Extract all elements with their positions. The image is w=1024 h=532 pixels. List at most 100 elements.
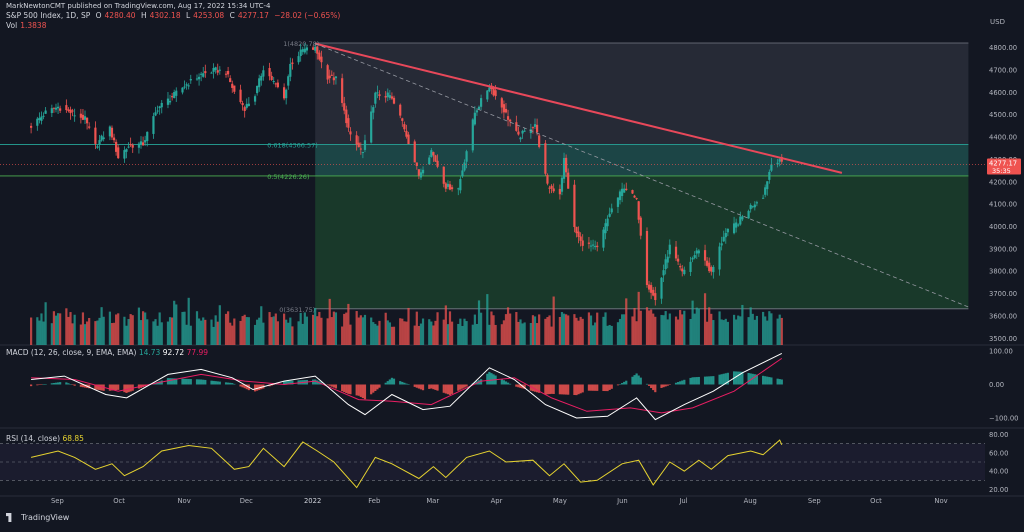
macd-histogram-bar [504, 381, 508, 385]
candle-body [181, 87, 184, 93]
candle-body [741, 216, 744, 220]
volume-bar [778, 314, 781, 345]
candle-body [419, 172, 423, 178]
volume-bar [712, 320, 715, 345]
volume-bar [519, 319, 522, 345]
candle-body [477, 106, 481, 110]
volume-bar [258, 317, 261, 345]
macd-legend[interactable]: MACD (12, 26, close, 9, EMA, EMA) 14.73 … [6, 348, 208, 357]
candle-body [96, 146, 99, 148]
macd-histogram-bar [538, 384, 541, 393]
macd-histogram-bar [660, 384, 663, 388]
candle-body [560, 177, 564, 192]
candle-body [276, 82, 279, 88]
volume-bar [780, 317, 783, 345]
candle-body [334, 76, 338, 79]
candle-body [102, 137, 105, 140]
volume-bar [459, 318, 462, 345]
volume-bar [575, 317, 578, 345]
candle-body [548, 187, 551, 189]
macd-histogram-bar [421, 384, 425, 391]
tradingview-logo[interactable]: TradingView [6, 513, 69, 522]
volume-bar [616, 322, 620, 345]
macd-histogram-bar [384, 382, 387, 385]
volume-bar [444, 305, 447, 345]
macd-histogram-bar [778, 379, 781, 385]
candle-body [139, 141, 143, 145]
macd-histogram-bar [703, 376, 707, 385]
candle-body [753, 204, 756, 208]
candle-body [305, 47, 309, 51]
price-axis-currency: USD [990, 18, 1005, 26]
ohlc-open: 4280.40 [104, 11, 136, 20]
volume-bar [125, 325, 128, 345]
candle-body [94, 127, 97, 144]
candle-body [112, 137, 116, 141]
candle-body [125, 149, 128, 152]
volume-bar [490, 311, 493, 345]
macd-histogram-bar [216, 381, 219, 385]
macd-histogram-bar [448, 384, 452, 395]
volume-bar [320, 317, 323, 345]
candle-body [158, 106, 161, 109]
macd-histogram-bar [168, 378, 172, 385]
macd-histogram-bar [227, 382, 230, 385]
candle-body [625, 188, 628, 191]
volume-bar [345, 312, 348, 345]
volume-bar [494, 324, 497, 345]
candle-body [79, 113, 82, 118]
candle-body [376, 92, 379, 94]
candle-body [59, 108, 62, 111]
candle-body [42, 115, 45, 117]
rsi-legend[interactable]: RSI (14, close) 68.85 [6, 434, 84, 443]
macd-axis-tick: −100.00 [989, 414, 1018, 422]
candle-body [604, 223, 607, 234]
candle-body [589, 245, 593, 247]
volume-bar [187, 297, 190, 345]
volume-bar [662, 315, 665, 345]
candle-body [567, 172, 570, 189]
macd-histogram-bar [123, 384, 126, 393]
volume-bar [52, 311, 56, 345]
macd-histogram-bar [755, 374, 758, 385]
symbol-title[interactable]: S&P 500 Index, 1D, SP [6, 11, 91, 20]
macd-histogram-bar [372, 384, 375, 393]
volume-bar [693, 313, 696, 345]
candle-body [720, 243, 723, 246]
candle-body [519, 137, 522, 140]
volume-bar [683, 310, 686, 345]
volume-bar [457, 323, 460, 345]
volume-bar [139, 320, 143, 345]
macd-histogram-bar [355, 384, 358, 396]
candle-body [141, 142, 145, 146]
candle-body [652, 289, 655, 296]
last-price-tag [987, 158, 1021, 175]
volume-bar [432, 325, 435, 345]
volume-label[interactable]: Vol [6, 21, 18, 30]
volume-bar [647, 310, 651, 345]
volume-bar [189, 325, 192, 345]
candle-body [577, 231, 580, 237]
candle-body [718, 246, 721, 270]
price-axis-tick: 3600.00 [989, 312, 1017, 320]
macd-histogram-bar [681, 380, 684, 385]
candle-body [565, 157, 568, 173]
candle-body [722, 236, 725, 242]
macd-title: MACD (12, 26, close, 9, EMA, EMA) [6, 348, 137, 357]
volume-bar [720, 319, 723, 345]
candle-body [54, 107, 58, 110]
macd-histogram-bar [359, 384, 362, 397]
volume-bar [247, 317, 250, 345]
volume-bar [401, 318, 404, 345]
candle-body [546, 174, 549, 184]
volume-bar [753, 319, 756, 345]
candle-body [681, 268, 684, 272]
rsi-line [30, 439, 783, 489]
macd-histogram-bar [625, 380, 628, 385]
macd-histogram-bar [616, 384, 620, 386]
volume-bar [668, 313, 671, 345]
candle-body [303, 48, 306, 53]
candle-body [229, 78, 232, 83]
macd-histogram-bar [200, 379, 203, 385]
